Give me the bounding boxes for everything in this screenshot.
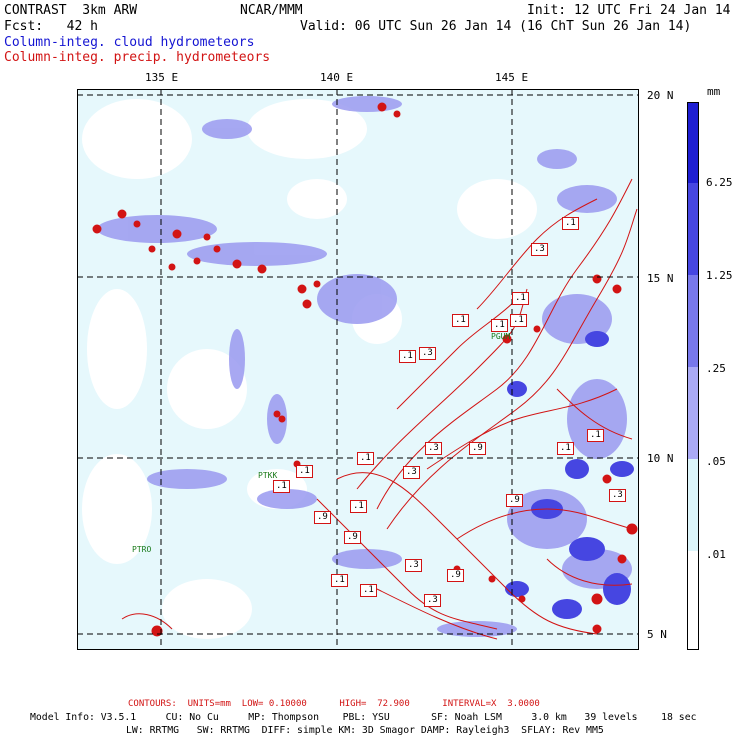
contour-info: CONTOURS: UNITS=mm LOW= 0.10000 HIGH= 72…	[128, 699, 540, 709]
legend-unit: mm	[707, 85, 721, 98]
contour-value-label: .3	[403, 466, 420, 479]
contour-value-label: .3	[609, 489, 626, 502]
contour-value-label: .1	[273, 480, 290, 493]
legend-band-3	[688, 275, 698, 367]
cloud-field-label: Column-integ. cloud hydrometeors	[4, 35, 255, 50]
contour-value-label: .9	[344, 531, 361, 544]
station-pgum: PGUM	[491, 332, 511, 341]
contour-value-label: .3	[531, 243, 548, 256]
contour-value-label: .1	[296, 465, 313, 478]
organization-label: NCAR/MMM	[240, 3, 303, 18]
legend-band-1	[688, 103, 698, 183]
legend-band-5	[688, 459, 698, 551]
cloud-hydrometeors-dark	[505, 331, 634, 619]
lat-label-5: 5 N	[647, 628, 667, 641]
model-info-line1: Model Info: V3.5.1 CU: No Cu MP: Thompso…	[30, 712, 697, 723]
legend-level-1.25: 1.25	[706, 269, 733, 282]
plot-title: CONTRAST 3km ARW	[4, 3, 138, 18]
precip-contours	[121, 178, 638, 640]
contour-value-label: .3	[424, 594, 441, 607]
clear-sky-areas	[82, 99, 537, 639]
legend-level-0.05: .05	[706, 455, 726, 468]
contour-value-label: .9	[447, 569, 464, 582]
lat-label-15: 15 N	[647, 272, 674, 285]
precip-field-label: Column-integ. precip. hydrometeors	[4, 50, 271, 65]
contour-value-label: .1	[510, 314, 527, 327]
station-ptkk: PTKK	[258, 471, 278, 480]
station-ptro: PTRO	[132, 545, 152, 554]
contour-value-label: .1	[357, 452, 374, 465]
contour-value-label: .3	[419, 347, 436, 360]
contour-value-label: .9	[314, 511, 331, 524]
forecast-hour: Fcst: 42 h	[4, 19, 98, 34]
contour-value-label: .1	[512, 292, 529, 305]
lat-label-10: 10 N	[647, 452, 674, 465]
color-legend	[687, 102, 699, 650]
legend-band-2	[688, 183, 698, 275]
lat-label-20: 20 N	[647, 89, 674, 102]
contour-value-label: .1	[587, 429, 604, 442]
init-time: Init: 12 UTC Fri 24 Jan 14	[527, 3, 731, 18]
lon-label-135: 135 E	[145, 71, 179, 84]
contour-value-label: .1	[360, 584, 377, 597]
weather-map	[77, 89, 639, 650]
contour-value-label: .1	[331, 574, 348, 587]
contour-value-label: .1	[399, 350, 416, 363]
contour-value-label: .3	[405, 559, 422, 572]
legend-level-0.01: .01	[706, 548, 726, 561]
lat-lon-grid	[77, 89, 639, 650]
legend-band-4	[688, 367, 698, 459]
lon-label-145: 145 E	[495, 71, 529, 84]
map-frame	[77, 89, 639, 650]
contour-value-label: .1	[557, 442, 574, 455]
contour-value-label: .1	[452, 314, 469, 327]
precip-cells	[92, 102, 638, 637]
contour-value-label: .1	[491, 319, 508, 332]
lon-label-140: 140 E	[320, 71, 354, 84]
contour-value-label: .9	[506, 494, 523, 507]
model-info-line2: LW: RRTMG SW: RRTMG DIFF: simple KM: 3D …	[126, 725, 604, 736]
contour-value-label: .1	[562, 217, 579, 230]
contour-value-label: .9	[469, 442, 486, 455]
legend-level-0.25: .25	[706, 362, 726, 375]
contour-value-label: .1	[350, 500, 367, 513]
legend-level-6.25: 6.25	[706, 176, 733, 189]
valid-time: Valid: 06 UTC Sun 26 Jan 14 (16 ChT Sun …	[300, 19, 692, 34]
legend-band-6	[688, 551, 698, 649]
contour-value-label: .3	[425, 442, 442, 455]
